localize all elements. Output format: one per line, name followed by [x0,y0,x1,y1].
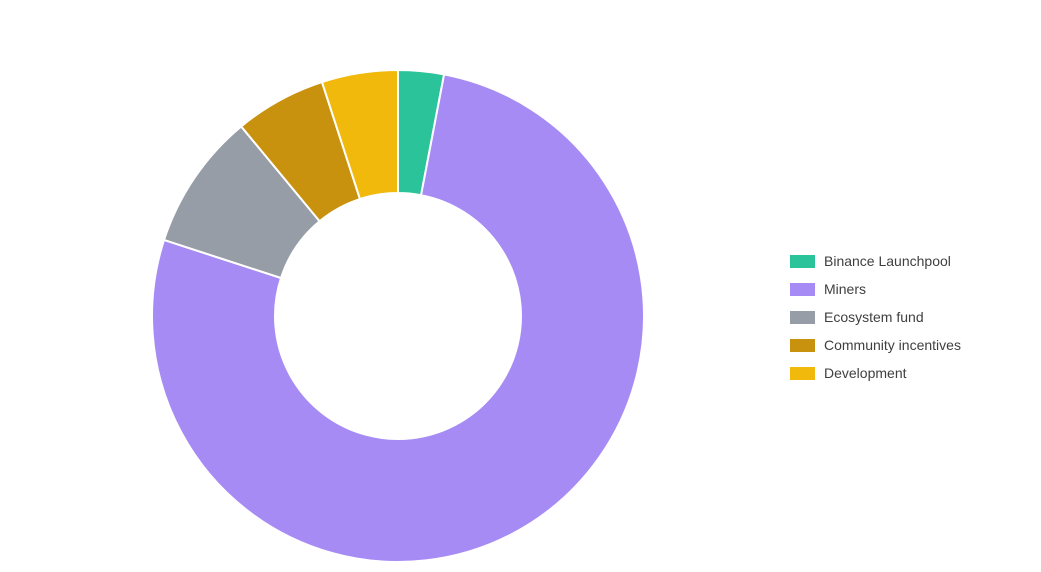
legend-item-miners[interactable]: Miners [790,280,961,298]
legend-label-community-incentives: Community incentives [824,337,961,353]
legend-label-ecosystem-fund: Ecosystem fund [824,309,924,325]
donut-slice-miners[interactable] [150,73,645,563]
legend-swatch-ecosystem-fund [790,310,815,324]
legend-swatch-development [790,366,815,380]
legend-item-community-incentives[interactable]: Community incentives [790,336,961,354]
legend-swatch-community-incentives [790,338,815,352]
legend-item-binance-launchpool[interactable]: Binance Launchpool [790,252,961,270]
legend-label-miners: Miners [824,281,867,297]
legend-swatch-miners [790,282,815,296]
legend-swatch-binance-launchpool [790,254,815,268]
legend-item-development[interactable]: Development [790,364,961,382]
donut-slice-development[interactable] [320,69,399,201]
legend-label-development: Development [824,365,907,381]
legend-label-binance-launchpool: Binance Launchpool [824,253,951,269]
chart-legend: Binance Launchpool Miners Ecosystem fund… [790,252,961,382]
legend-item-ecosystem-fund[interactable]: Ecosystem fund [790,308,961,326]
